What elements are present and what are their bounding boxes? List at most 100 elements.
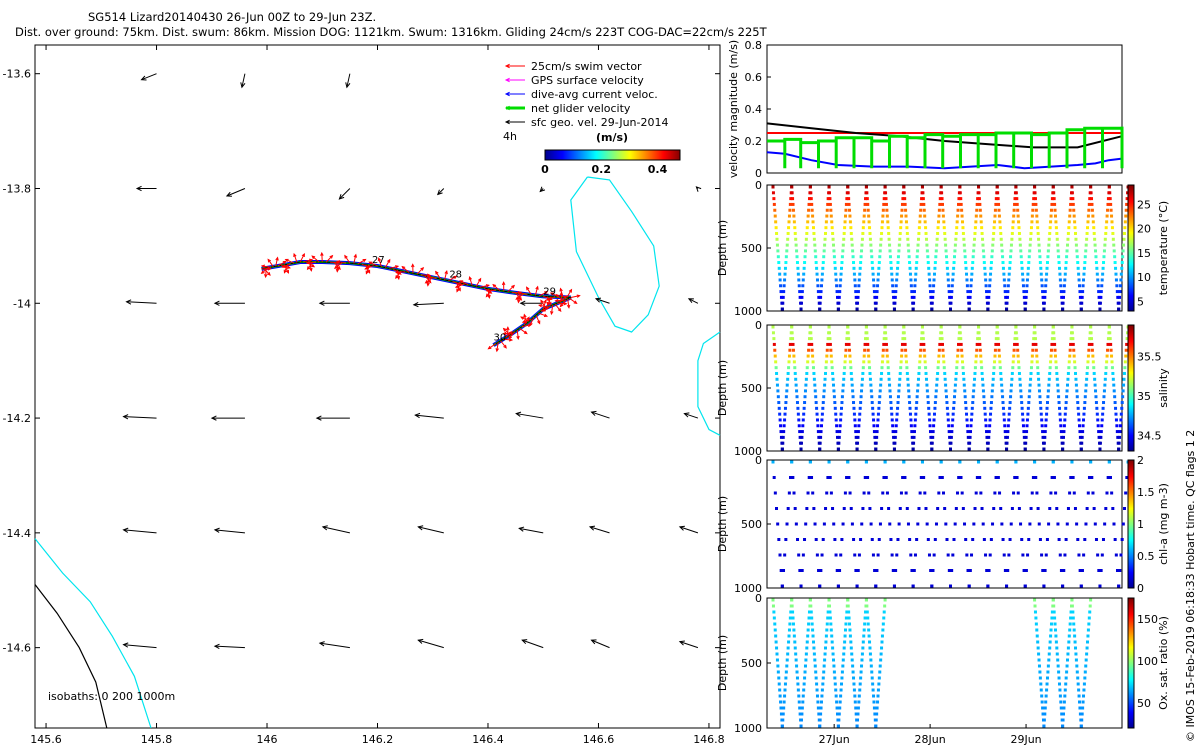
colorbar-cell [1128,268,1134,270]
temperature-profile-point [870,255,874,259]
temperature-profile-point [1009,249,1013,253]
salinity-profile-point [838,424,842,428]
salinity-profile-point [1125,337,1129,341]
colorbar-cell [1128,219,1134,221]
colorbar-cell [1128,206,1134,208]
salinity-profile-point [1095,412,1099,416]
swim-vector [384,259,391,268]
chla-profile-point [1009,522,1013,526]
salinity-profile-point [785,389,789,393]
colorbar-cell [1128,488,1134,490]
temperature-profile-point [982,261,986,265]
temperature-profile-point [888,255,892,259]
temperature-profile-point [864,197,868,201]
salinity-profile-point [932,412,936,416]
temperature-profile-point [989,272,993,276]
chla-profile-point [1092,507,1096,510]
temperature-profile-point [791,202,795,206]
geo-velocity-vector [679,526,699,534]
swim-vector [455,283,465,288]
colorbar-cell [1128,208,1134,210]
colorbar-cell [1128,439,1134,441]
salinity-profile-point [812,371,816,375]
temperature-profile-point [1014,185,1018,189]
colorbar-cell [1128,243,1134,245]
oxygen-profile-point [780,724,784,728]
salinity-profile-point [803,395,807,399]
temperature-profile-point [877,261,881,265]
salinity-profile-point [890,412,894,416]
colorbar-cell [1128,273,1134,275]
colorbar-cell [1128,704,1134,706]
salinity-profile-point [993,354,997,358]
swim-vector-head [305,261,311,265]
oxygen-profile-point [849,640,853,644]
time-xtick-label: 29Jun [1010,733,1041,746]
colorbar-cell [1128,341,1134,343]
colorbar-cell [1128,566,1134,568]
oxygen-profile-point [1046,664,1050,668]
salinity-profile-point [903,337,907,341]
salinity-profile-point [1039,406,1043,410]
temperature-profile-point [803,255,807,259]
temperature-profile-point [1048,231,1052,235]
oxygen-profile-point [1056,664,1060,668]
colorbar-cell [1128,250,1134,252]
salinity-profile-point [1121,389,1125,393]
salinity-profile-point [960,348,964,352]
salinity-profile-point [1034,348,1038,352]
temperature-profile-point [821,261,825,265]
salinity-profile-point [1049,354,1053,358]
oxygen-profile-point [791,610,795,614]
temperature-profile-point [1005,295,1009,299]
chla-profile-point [1059,569,1063,572]
temperature-profile-point [1005,307,1009,311]
salinity-profile-point [1058,418,1062,422]
colorbar-cell [1128,337,1134,339]
salinity-profile-point [1116,435,1120,439]
salinity-profile-point [966,430,970,434]
oxygen-profile-point [1063,688,1067,692]
chla-profile-point [779,569,783,572]
colorbar-cell [672,150,674,160]
chla-profile-point [1016,491,1020,495]
salinity-profile-point [1078,430,1082,434]
colorbar-cell [1128,611,1134,613]
colorbar-cell [564,150,566,160]
colorbar-cell [1128,359,1134,361]
map-axes-frame [34,44,721,729]
colorbar-cell [649,150,651,160]
chla-profile-point [882,476,886,479]
chla-profile-point [961,507,965,510]
temperature-profile-point [1041,295,1045,299]
salinity-profile-point [1059,424,1063,428]
salinity-profile-point [985,435,989,439]
colorbar-cell [1128,711,1134,713]
chla-profile-point [989,538,993,541]
chla-profile-point [1012,491,1016,495]
salinity-profile-point [1006,430,1010,434]
swim-vector-head [485,284,490,288]
oxygen-profile-point [803,664,807,668]
chla-profile-point [937,491,941,495]
temperature-profile-point [1025,290,1029,294]
chla-profile-point [938,476,942,479]
colorbar-cell [1128,204,1134,206]
salinity-profile-point [886,360,890,364]
geo-vector-head [687,298,694,304]
chla-profile-point [1051,460,1055,464]
oxygen-profile-point [1050,610,1054,614]
temperature-profile-point [804,237,808,241]
chla-profile-point [987,569,991,572]
salinity-profile-point [1031,342,1035,346]
temperature-profile-point [993,214,997,218]
temperature-profile-point [859,261,863,265]
oxygen-profile-point [1060,712,1064,716]
salinity-profile-point [821,401,825,405]
oxygen-profile-point [1039,688,1043,692]
colorbar-cell [1128,508,1134,510]
salinity-profile-point [871,412,875,416]
temperature-axes-frame [766,184,1123,312]
colorbar-cell [1128,600,1134,602]
colorbar-cell [1128,431,1134,433]
